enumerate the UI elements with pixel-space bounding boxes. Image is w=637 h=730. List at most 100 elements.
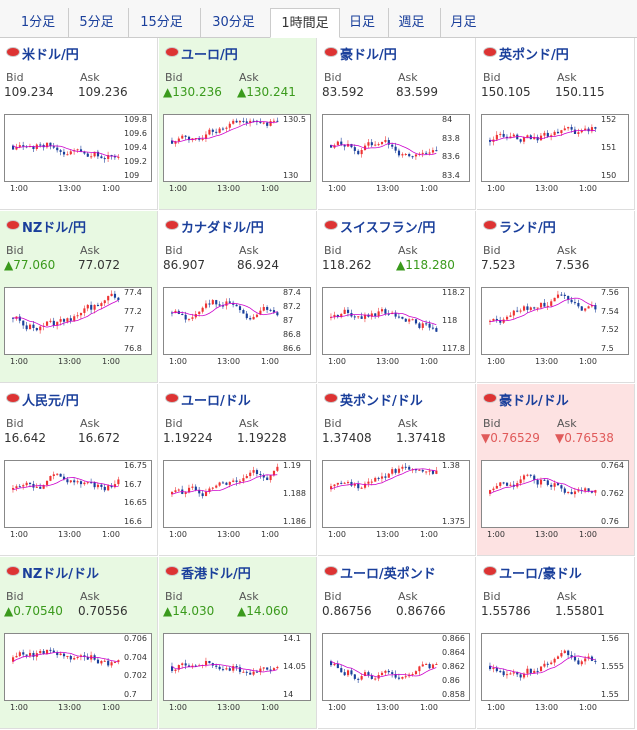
candle — [418, 666, 421, 672]
rate-cell[interactable]: 豪ドル/ドル Bid Ask ▼0.76529 ▼0.76538 1:00 13… — [477, 384, 635, 556]
y-tick: 14.1 — [283, 634, 301, 643]
candle — [370, 675, 373, 679]
candlestick-chart[interactable] — [481, 114, 629, 182]
pair-name[interactable]: カナダドル/円 — [181, 221, 264, 236]
pair-name[interactable]: 人民元/円 — [22, 394, 79, 409]
tab-0[interactable]: 1分足 — [20, 15, 56, 30]
candlestick-chart[interactable] — [322, 114, 470, 182]
candle — [411, 156, 414, 158]
rate-cell[interactable]: NZドル/ドル Bid Ask ▲0.70540 0.70556 1:00 13… — [0, 557, 158, 729]
bid-label: Bid — [483, 590, 501, 603]
candlestick-chart[interactable] — [322, 287, 470, 355]
candle — [360, 487, 363, 489]
candle — [594, 490, 597, 493]
pair-name[interactable]: ユーロ/豪ドル — [499, 567, 582, 582]
x-axis: 1:00 13:00 1:00 — [322, 528, 470, 542]
candle — [408, 154, 411, 157]
x-tick: 1:00 — [420, 357, 438, 366]
rate-cell[interactable]: 英ポンド/ドル Bid Ask 1.37408 1.37418 1:00 13:… — [318, 384, 476, 556]
pair-name[interactable]: NZドル/ドル — [22, 567, 100, 582]
rate-cell[interactable]: カナダドル/円 Bid Ask 86.907 86.924 1:00 13:00… — [159, 211, 317, 383]
candle — [208, 660, 211, 664]
rate-cell[interactable]: 英ポンド/円 Bid Ask 150.105 150.115 1:00 13:0… — [477, 38, 635, 210]
candle — [408, 466, 411, 470]
candle — [272, 310, 276, 313]
candlestick-chart[interactable] — [163, 460, 311, 528]
candlestick-chart[interactable] — [481, 633, 629, 701]
pair-name[interactable]: ユーロ/ドル — [181, 394, 251, 409]
x-tick: 1:00 — [10, 357, 28, 366]
rate-cell[interactable]: 人民元/円 Bid Ask 16.642 16.672 1:00 13:00 1… — [0, 384, 158, 556]
candle — [49, 476, 52, 481]
candlestick-chart[interactable] — [4, 633, 152, 701]
candle — [580, 661, 583, 665]
candlestick-chart[interactable] — [4, 460, 152, 528]
candlestick-chart[interactable] — [4, 114, 152, 182]
candlestick-chart[interactable] — [481, 287, 629, 355]
candlestick-chart[interactable] — [163, 633, 311, 701]
ask-label: Ask — [398, 244, 418, 257]
candle — [584, 658, 587, 662]
candle — [556, 483, 560, 486]
pair-name[interactable]: 米ドル/円 — [22, 48, 79, 63]
candle — [86, 153, 89, 157]
pair-name[interactable]: 豪ドル/円 — [340, 48, 397, 63]
x-tick: 1:00 — [420, 184, 438, 193]
rate-cell[interactable]: ユーロ/英ポンド Bid Ask 0.86756 0.86766 1:00 13… — [318, 557, 476, 729]
candle — [238, 306, 242, 311]
pair-name[interactable]: 英ポンド/ドル — [340, 394, 423, 409]
tab-4[interactable]: 1時間足 — [270, 8, 340, 38]
rate-cell[interactable]: ユーロ/ドル Bid Ask 1.19224 1.19228 1:00 13:0… — [159, 384, 317, 556]
candle — [171, 491, 174, 495]
candle — [12, 657, 15, 662]
tab-2[interactable]: 15分足 — [128, 8, 194, 38]
ask-value: 1.55801 — [555, 604, 605, 618]
candle — [360, 676, 363, 680]
pair-name[interactable]: NZドル/円 — [22, 221, 87, 236]
candle — [62, 476, 66, 480]
tab-7[interactable]: 月足 — [440, 8, 486, 38]
candlestick-chart[interactable] — [322, 460, 470, 528]
x-tick: 1:00 — [487, 530, 505, 539]
pair-name[interactable]: スイスフラン/円 — [340, 221, 436, 236]
candle — [221, 669, 225, 671]
candle — [242, 671, 245, 673]
pair-name[interactable]: ランド/円 — [499, 221, 556, 236]
pair-name[interactable]: ユーロ/英ポンド — [340, 567, 436, 582]
pair-name[interactable]: ユーロ/円 — [181, 48, 238, 63]
candle — [590, 491, 594, 493]
rate-cell[interactable]: ユーロ/豪ドル Bid Ask 1.55786 1.55801 1:00 13:… — [477, 557, 635, 729]
pair-name[interactable]: 英ポンド/円 — [499, 48, 569, 63]
candle — [232, 120, 235, 124]
pair-name[interactable]: 香港ドル/円 — [181, 567, 251, 582]
candle — [12, 145, 15, 150]
candlestick-chart[interactable] — [4, 287, 152, 355]
candle — [499, 671, 502, 673]
tab-5[interactable]: 日足 — [348, 15, 375, 30]
tab-6[interactable]: 週足 — [388, 8, 434, 38]
tab-1[interactable]: 5分足 — [68, 8, 124, 38]
candle — [215, 300, 218, 305]
pair-name[interactable]: 豪ドル/ドル — [499, 394, 569, 409]
rate-cell[interactable]: スイスフラン/円 Bid Ask 118.262 ▲118.280 1:00 1… — [318, 211, 476, 383]
rate-cell[interactable]: 香港ドル/円 Bid Ask ▲14.030 ▲14.060 1:00 13:0… — [159, 557, 317, 729]
rate-cell[interactable]: ランド/円 Bid Ask 7.523 7.536 1:00 13:00 1:0… — [477, 211, 635, 383]
rate-cell[interactable]: NZドル/円 Bid Ask ▲77.060 77.072 1:00 13:00… — [0, 211, 158, 383]
y-tick: 84 — [442, 115, 453, 124]
candlestick-chart[interactable] — [322, 633, 470, 701]
rate-cell[interactable]: 豪ドル/円 Bid Ask 83.592 83.599 1:00 13:00 1… — [318, 38, 476, 210]
candlestick-chart[interactable] — [163, 114, 311, 182]
tab-3[interactable]: 30分足 — [200, 8, 266, 38]
candlestick-chart[interactable] — [163, 287, 311, 355]
candle — [25, 482, 28, 486]
candle — [577, 490, 580, 492]
candle — [336, 664, 339, 669]
candle — [235, 666, 238, 668]
rate-cell[interactable]: ユーロ/円 Bid Ask ▲130.236 ▲130.241 1:00 13:… — [159, 38, 317, 210]
flag-icon — [483, 393, 497, 403]
rate-cell[interactable]: 米ドル/円 Bid Ask 109.234 109.236 1:00 13:00… — [0, 38, 158, 210]
candle — [556, 131, 560, 134]
candle — [594, 660, 597, 662]
bid-label: Bid — [165, 244, 183, 257]
candlestick-chart[interactable] — [481, 460, 629, 528]
